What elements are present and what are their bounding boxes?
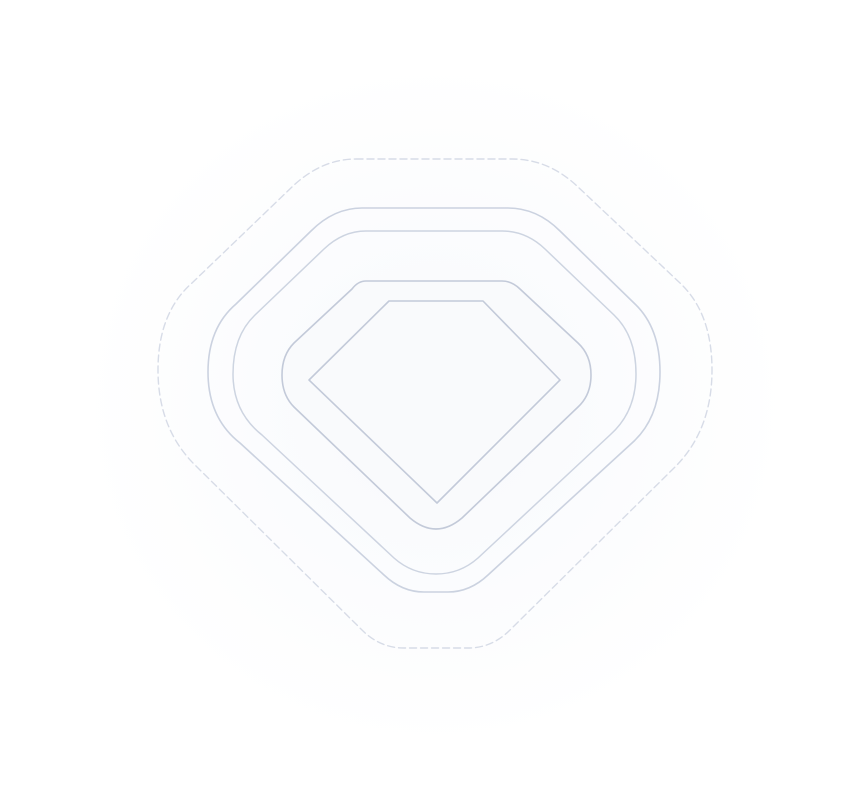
gem-outline-third [232, 230, 637, 575]
gem-outline-second [207, 207, 661, 593]
gem-inner-band-fill [282, 281, 591, 529]
gem-inner-band-outer [281, 280, 592, 530]
gem-core [308, 300, 561, 504]
gem-outline-outer [157, 158, 713, 649]
